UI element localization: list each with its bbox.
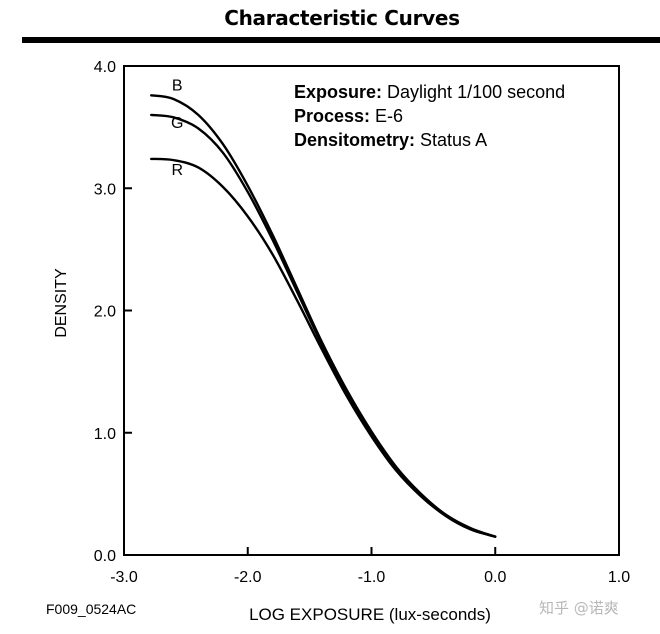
y-tick-label: 1.0 [94, 426, 116, 443]
x-tick-label: -1.0 [358, 569, 386, 586]
y-tick-label: 3.0 [94, 181, 116, 198]
y-tick-label: 0.0 [94, 548, 116, 565]
annotation-exposure: Exposure: Daylight 1/100 second [294, 82, 565, 102]
annotation-block: Exposure: Daylight 1/100 second Process:… [294, 82, 565, 150]
title-rule [22, 37, 660, 43]
annotation-process: Process: E-6 [294, 106, 403, 126]
y-axis-label: DENSITY [53, 268, 70, 338]
y-tick-labels: 0.0 1.0 2.0 3.0 4.0 [94, 59, 116, 565]
series-label-r: R [171, 162, 183, 179]
series-curves [150, 94, 497, 538]
series-line-r [150, 157, 497, 538]
axis-ticks [123, 65, 620, 556]
series-line-b [150, 94, 497, 538]
x-tick-label: 0.0 [484, 569, 506, 586]
x-tick-label: 1.0 [608, 569, 630, 586]
x-tick-label: -2.0 [234, 569, 262, 586]
series-labels: B G R [171, 77, 183, 179]
series-label-b: B [172, 77, 183, 94]
series-line-g [150, 113, 497, 538]
y-tick-label: 2.0 [94, 304, 116, 321]
figure-code: F009_0524AC [46, 601, 137, 617]
x-tick-label: -3.0 [110, 569, 138, 586]
x-axis-label: LOG EXPOSURE (lux-seconds) [249, 605, 491, 624]
series-label-g: G [171, 115, 183, 132]
y-tick-label: 4.0 [94, 59, 116, 76]
x-tick-labels: -3.0 -2.0 -1.0 0.0 1.0 [110, 569, 630, 586]
annotation-densitometry: Densitometry: Status A [294, 130, 487, 150]
watermark: 知乎 @诺爽 [539, 599, 619, 617]
chart-title: Characteristic Curves [224, 6, 460, 30]
